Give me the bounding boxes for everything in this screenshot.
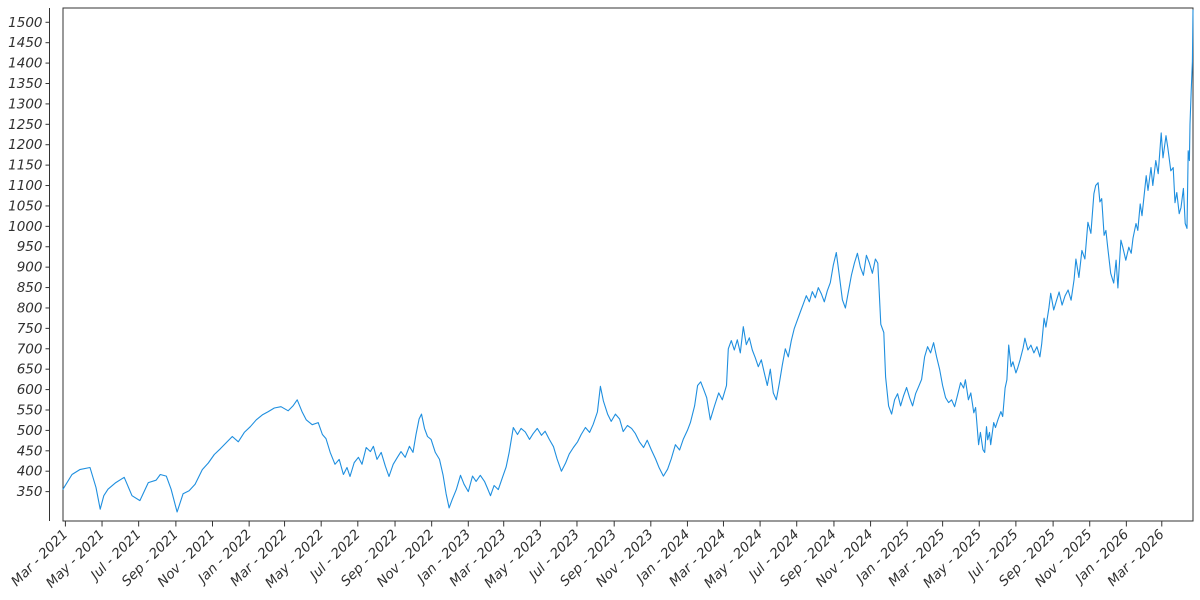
y-tick-label: 1050 <box>8 198 42 214</box>
y-tick-label: 450 <box>17 443 43 459</box>
y-tick-label: 550 <box>17 402 43 418</box>
y-tick-label: 1100 <box>8 178 42 194</box>
y-tick-label: 650 <box>17 362 43 378</box>
price-line <box>62 9 1194 513</box>
y-tick-label: 1450 <box>8 35 42 51</box>
y-tick-label: 1300 <box>8 96 42 112</box>
y-tick-label: 1400 <box>8 56 42 72</box>
y-tick-label: 900 <box>17 260 43 276</box>
y-tick-label: 1250 <box>8 117 42 133</box>
y-tick-label: 600 <box>17 382 43 398</box>
y-tick-label: 1350 <box>8 76 42 92</box>
y-tick-label: 1200 <box>8 137 42 153</box>
y-tick-label: 850 <box>17 280 43 296</box>
y-tick-label: 500 <box>17 423 43 439</box>
y-tick-label: 700 <box>17 341 43 357</box>
y-tick-label: 350 <box>17 484 43 500</box>
y-tick-label: 750 <box>17 321 43 337</box>
y-tick-label: 950 <box>17 239 43 255</box>
y-tick-label: 1150 <box>8 158 42 174</box>
axes-layer: 350 400 450 500 550 600 650 700 750 800 850 900 950 1… <box>8 7 1194 591</box>
y-tick-label: 400 <box>17 464 43 480</box>
y-tick-label: 1500 <box>8 15 42 31</box>
plot-border <box>62 7 1194 522</box>
series-layer <box>62 9 1194 513</box>
y-tick-label: 800 <box>17 300 43 316</box>
y-tick-label: 1000 <box>8 219 42 235</box>
